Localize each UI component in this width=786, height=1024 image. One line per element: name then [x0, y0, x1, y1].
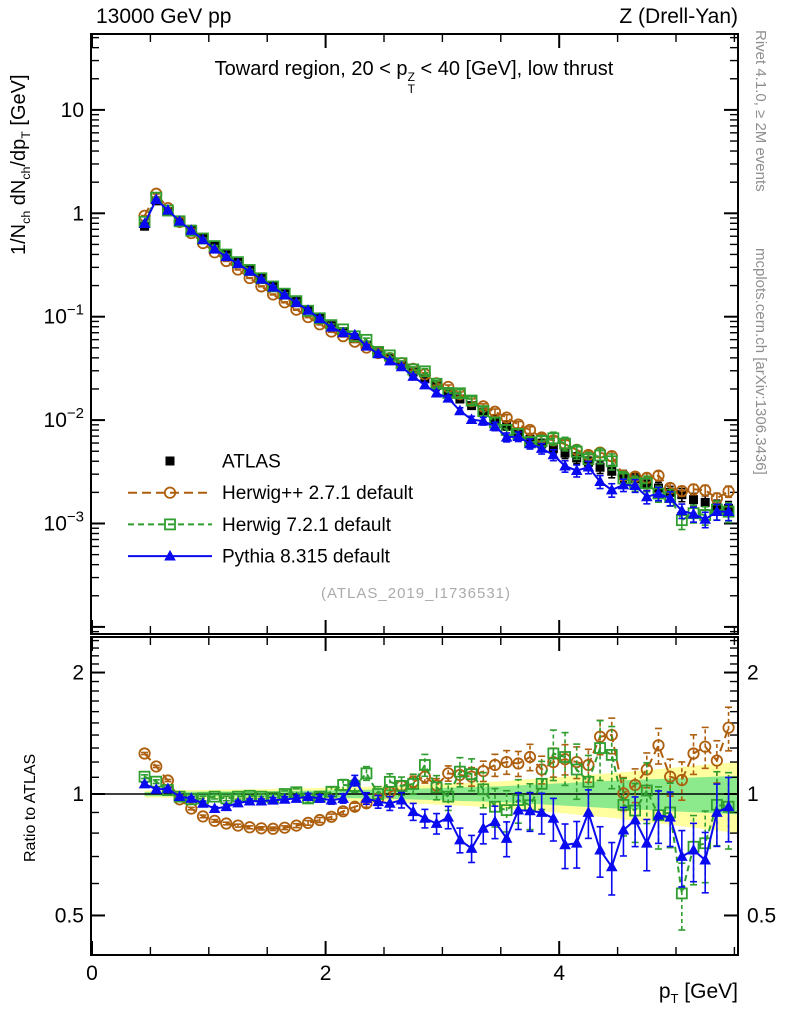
tick-label: 1 [72, 783, 84, 806]
tick-label: 10−2 [44, 405, 84, 432]
beam-label: 13000 GeV pp [96, 5, 232, 28]
legend: ATLAS Herwig++ 2.7.1 default Herwig 7.2.1 … [128, 452, 414, 568]
legend-label-pythia: Pythia 8.315 default [222, 547, 391, 568]
tick-label: 0.5 [747, 904, 776, 927]
legend-label-herwig7: Herwig 7.2.1 default [222, 515, 392, 536]
legend-entry-atlas: ATLAS [165, 452, 281, 473]
legend-entry-herwig7: Herwig 7.2.1 default [128, 515, 392, 536]
tick-label: 1 [747, 783, 759, 806]
analysis-id-watermark: (ATLAS_2019_I1736531) [320, 585, 512, 602]
tick-label: 2 [320, 962, 332, 985]
tick-label: 0.5 [55, 904, 84, 927]
tick-label: 0 [86, 962, 98, 985]
tick-label: 4 [553, 962, 565, 985]
tick-label: 10−1 [44, 302, 84, 329]
legend-label-atlas: ATLAS [222, 452, 281, 473]
mcplots-arxiv-caption: mcplots.cern.ch [arXiv:1306.3436] [752, 248, 769, 475]
series-herwig7-main [138, 191, 735, 531]
tick-label: 2 [72, 662, 84, 685]
legend-entry-herwigpp: Herwig++ 2.7.1 default [128, 483, 414, 504]
tick-label: 10 [61, 99, 84, 122]
process-label: Z (Drell-Yan) [619, 5, 738, 28]
tick-label: 2 [747, 662, 759, 685]
series-pythia-ratio [138, 774, 735, 896]
rivet-version-caption: Rivet 4.1.0, ≥ 2M events [752, 30, 769, 192]
legend-label-herwigpp: Herwig++ 2.7.1 default [222, 483, 414, 504]
main-panel-data [138, 187, 735, 531]
band-green [144, 775, 738, 815]
ratio-y-axis-title: Ratio to ATLAS [22, 753, 39, 862]
axes: 10 1 10−1 10−2 10−3 0.5 0.5 1 1 2 2 0 2 4 [44, 33, 776, 985]
legend-entry-pythia: Pythia 8.315 default [128, 547, 391, 568]
tick-label: 10−3 [44, 509, 84, 536]
series-herwigpp-ratio [138, 706, 735, 835]
main-y-axis-title: 1/Nch dNch/dpT [GeV] [8, 74, 33, 255]
x-axis-title: pT [GeV] [658, 980, 738, 1007]
tick-label: 1 [72, 202, 84, 225]
series-pythia-main [138, 193, 735, 529]
ratio-panel-data [138, 706, 735, 931]
